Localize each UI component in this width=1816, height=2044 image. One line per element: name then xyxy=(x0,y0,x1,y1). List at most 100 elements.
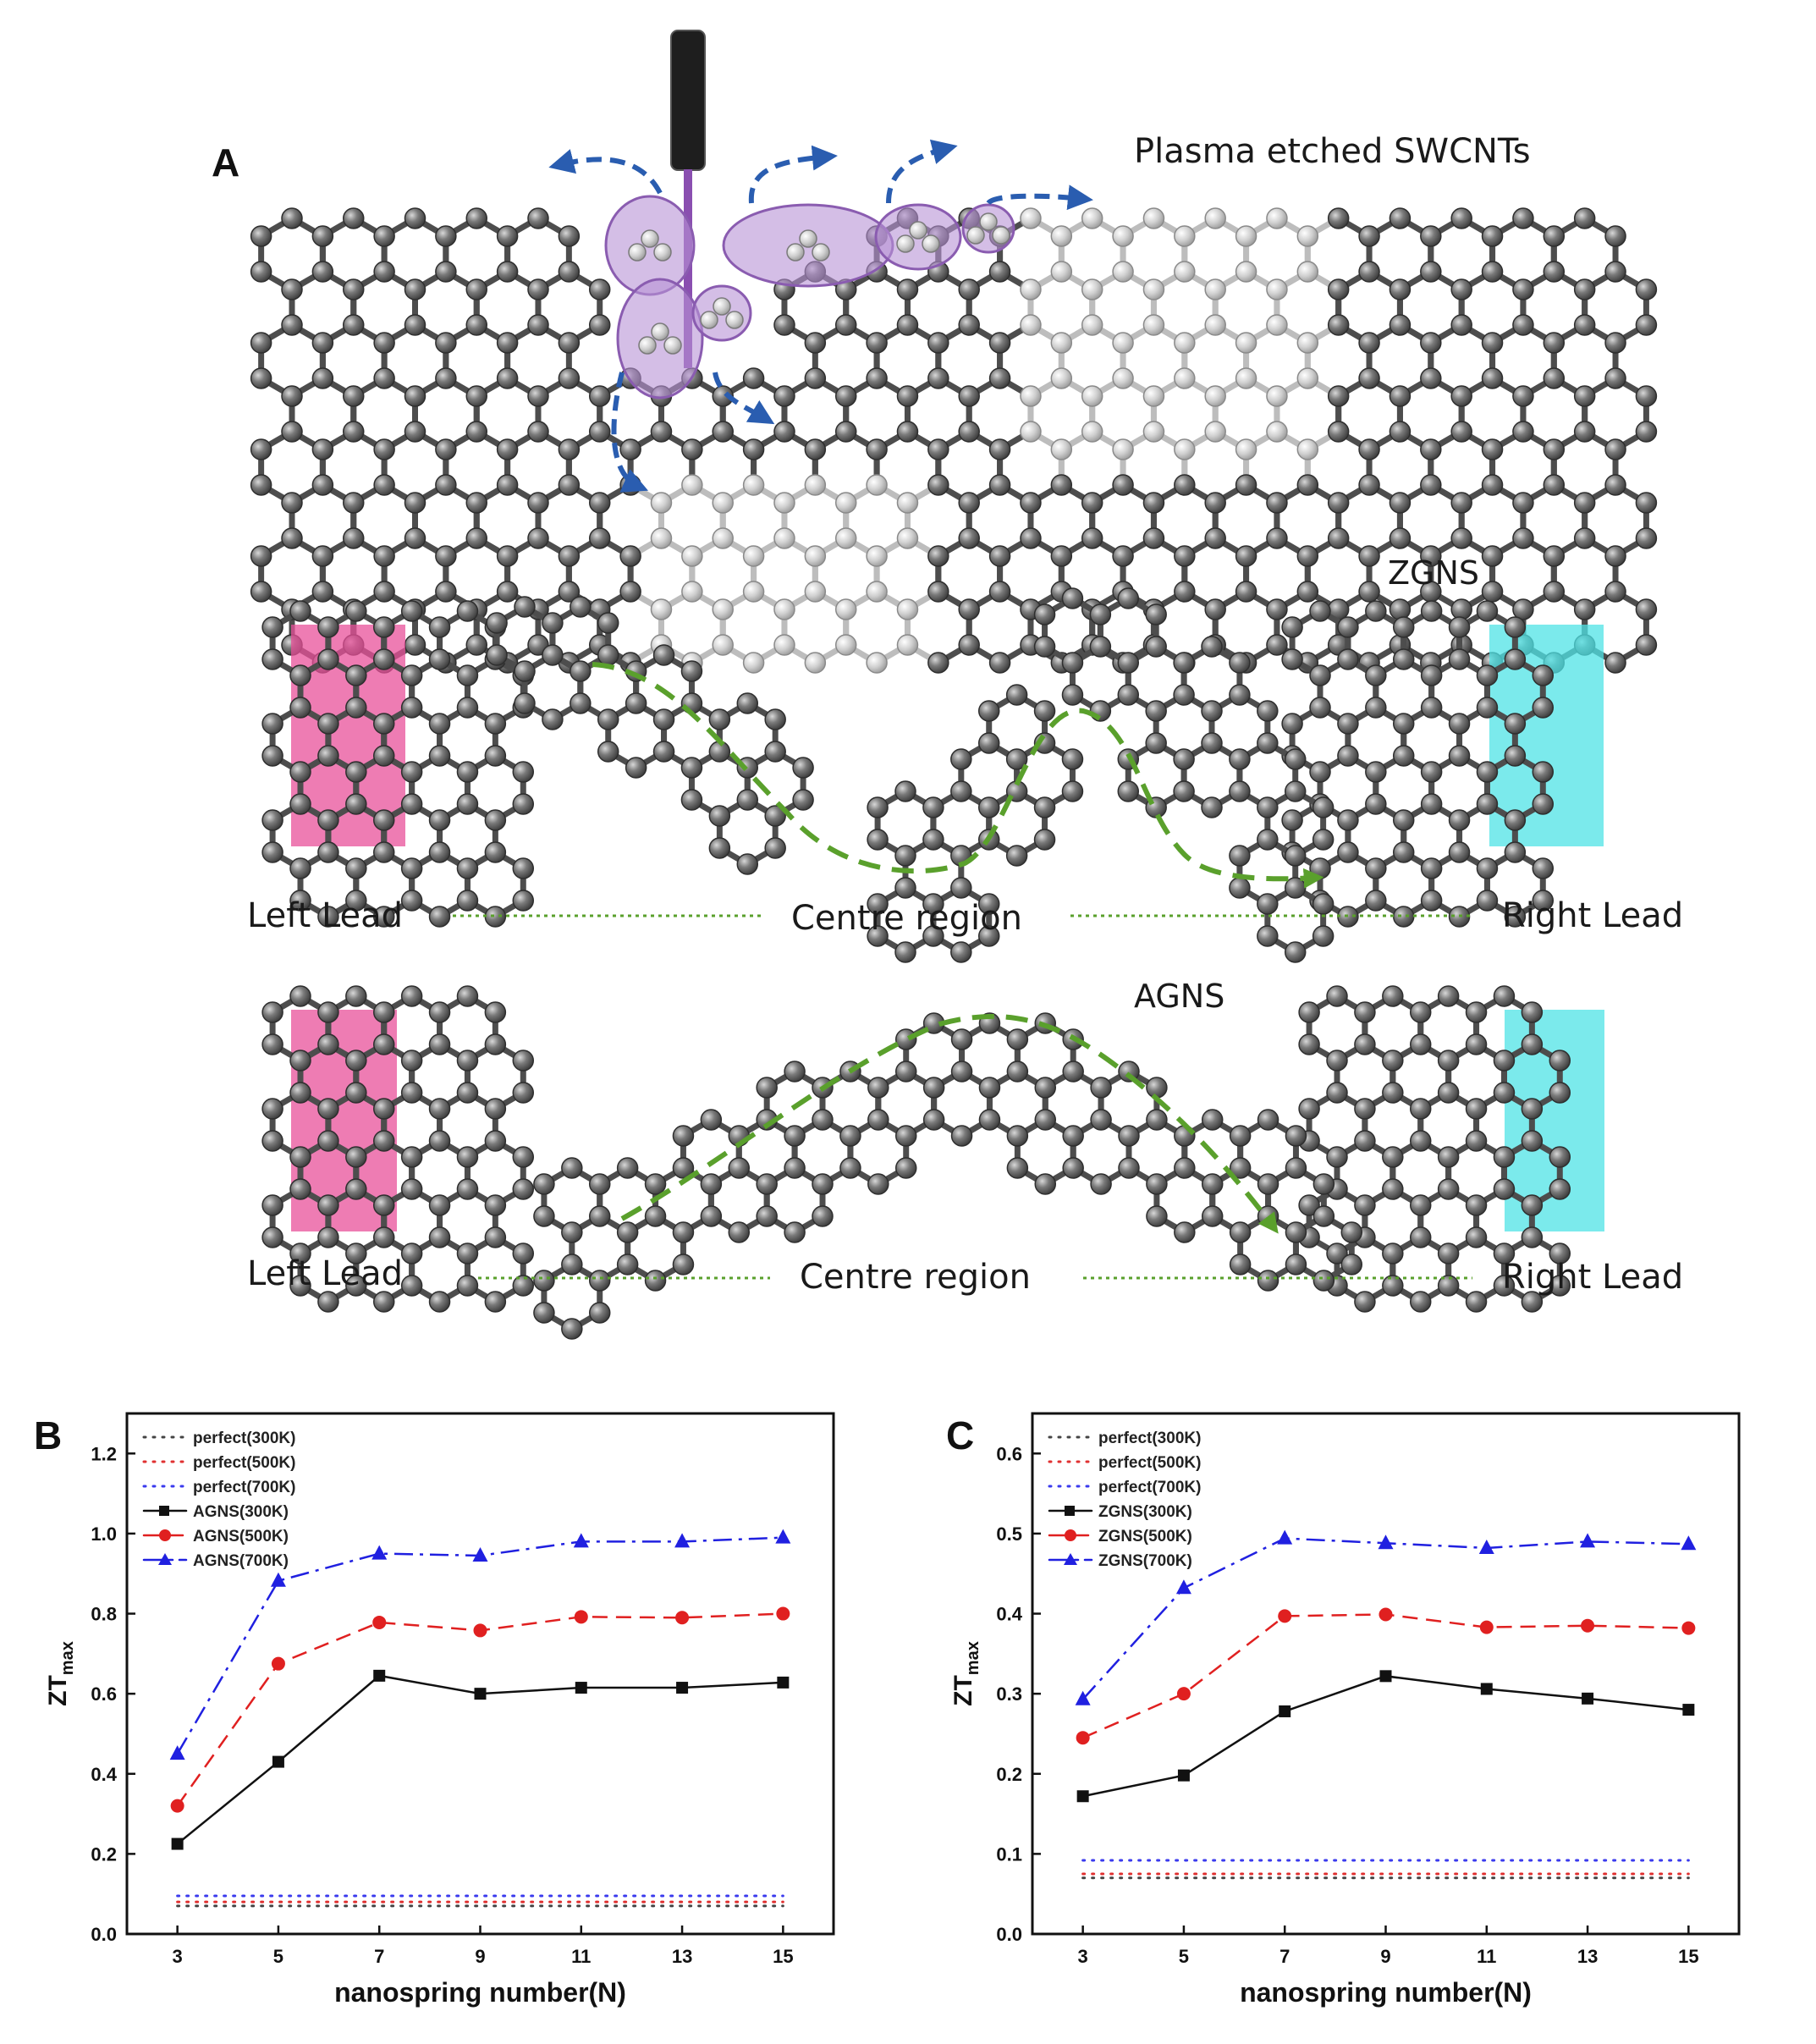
carbon-atom xyxy=(742,652,765,674)
carbon-atom xyxy=(764,805,786,827)
carbon-atom xyxy=(404,492,426,514)
carbon-atom xyxy=(404,278,426,300)
carbon-atom xyxy=(484,713,507,735)
carbon-atom xyxy=(736,853,759,875)
carbon-atom xyxy=(1573,385,1596,407)
carbon-atom xyxy=(1389,278,1412,300)
carbon-atom xyxy=(1337,809,1359,831)
carbon-atom xyxy=(1296,474,1319,496)
carbon-atom xyxy=(281,385,303,407)
carbon-atom xyxy=(289,664,311,686)
carbon-atom xyxy=(561,1253,583,1275)
carbon-atom xyxy=(289,1146,311,1168)
carbon-atom xyxy=(372,809,395,831)
carbon-atom xyxy=(372,1194,395,1216)
carbon-atom xyxy=(400,1146,423,1168)
carbon-atom xyxy=(597,708,619,730)
carbon-atom xyxy=(373,367,395,389)
carbon-atom xyxy=(1327,421,1350,443)
carbon-atom xyxy=(700,1109,723,1131)
carbon-atom xyxy=(456,1050,479,1072)
carbon-atom xyxy=(372,1033,395,1055)
agns-label: AGNS xyxy=(1134,978,1224,1015)
carbon-atom xyxy=(784,1221,806,1243)
carbon-atom xyxy=(812,1173,834,1195)
carbon-atom xyxy=(533,1270,555,1292)
carbon-atom xyxy=(1204,385,1226,407)
carbon-atom xyxy=(1174,367,1196,389)
carbon-atom xyxy=(1312,1173,1335,1195)
carbon-atom xyxy=(1512,421,1534,443)
carbon-atom xyxy=(1033,636,1056,658)
carbon-atom xyxy=(1476,697,1499,719)
carbon-atom xyxy=(1327,527,1350,549)
carbon-atom xyxy=(950,1061,973,1083)
carbon-atom xyxy=(533,1302,555,1324)
carbon-atom xyxy=(1450,492,1472,514)
carbon-atom xyxy=(311,225,334,247)
carbon-atom xyxy=(1061,652,1084,674)
x-tick-label: 15 xyxy=(1678,1946,1698,1967)
carbon-atom xyxy=(1229,877,1251,899)
carbon-atom xyxy=(435,261,457,283)
carbon-atom xyxy=(1284,941,1307,963)
carbon-atom xyxy=(1543,438,1566,460)
carbon-atom xyxy=(708,708,731,730)
carbon-atom xyxy=(588,278,611,300)
carbon-atom xyxy=(1142,385,1165,407)
carbon-atom xyxy=(663,336,682,355)
carbon-atom xyxy=(1229,748,1251,770)
agns-right-lead-label: Right Lead xyxy=(1502,1258,1683,1297)
carbon-atom xyxy=(400,664,423,686)
carbon-atom xyxy=(1365,664,1387,686)
carbon-atom xyxy=(742,474,765,496)
carbon-atom xyxy=(342,314,365,336)
carbon-atom xyxy=(1033,700,1056,722)
carbon-atom xyxy=(950,1028,973,1050)
carbon-atom xyxy=(1020,527,1042,549)
carbon-atom xyxy=(988,474,1011,496)
agns-left-lead-label: Left Lead xyxy=(247,1254,403,1293)
carbon-atom xyxy=(1392,745,1415,767)
carbon-atom xyxy=(1146,1109,1168,1131)
carbon-atom xyxy=(342,492,365,514)
carbon-atom xyxy=(1284,748,1307,770)
carbon-atom xyxy=(1281,648,1303,670)
carbon-atom xyxy=(484,1194,507,1216)
carbon-atom xyxy=(345,664,367,686)
data-point xyxy=(674,1533,691,1548)
carbon-atom xyxy=(672,1157,695,1179)
carbon-atom xyxy=(512,1178,535,1200)
y-tick-label: 0.2 xyxy=(91,1843,117,1865)
carbon-atom xyxy=(558,438,581,460)
y-tick-label: 0.6 xyxy=(91,1683,117,1705)
plasma-arrows xyxy=(548,139,1093,493)
carbon-atom xyxy=(1493,1050,1516,1072)
carbon-atom xyxy=(839,1125,861,1147)
carbon-atom xyxy=(484,1098,507,1120)
carbon-atom xyxy=(1337,713,1359,735)
carbon-atom xyxy=(512,793,535,815)
carbon-atom xyxy=(1437,985,1460,1007)
ejection-arrow xyxy=(611,372,649,493)
carbon-atom xyxy=(799,229,817,248)
carbon-atom xyxy=(1020,492,1042,514)
carbon-atom xyxy=(1481,332,1504,354)
carbon-atom xyxy=(261,745,283,767)
carbon-atom xyxy=(712,421,734,443)
carbon-atom xyxy=(1296,332,1319,354)
carbon-atom xyxy=(708,805,731,827)
carbon-atom xyxy=(484,1001,507,1023)
carbon-atom xyxy=(1573,278,1596,300)
carbon-atom xyxy=(672,1125,695,1147)
carbon-atom xyxy=(812,1205,834,1227)
carbon-atom xyxy=(345,1146,367,1168)
panel-c-chart: C 0.0 0.1 0.2 0.3 0.4 0.5 0.6 3 5 7 9 11 13 15 nanospr… xyxy=(946,1412,1741,2008)
carbon-atom xyxy=(1062,1157,1084,1179)
data-point xyxy=(1176,1687,1191,1701)
carbon-atom xyxy=(527,492,549,514)
carbon-atom xyxy=(1033,603,1056,625)
carbon-atom xyxy=(792,757,814,779)
carbon-atom xyxy=(1006,1157,1029,1179)
